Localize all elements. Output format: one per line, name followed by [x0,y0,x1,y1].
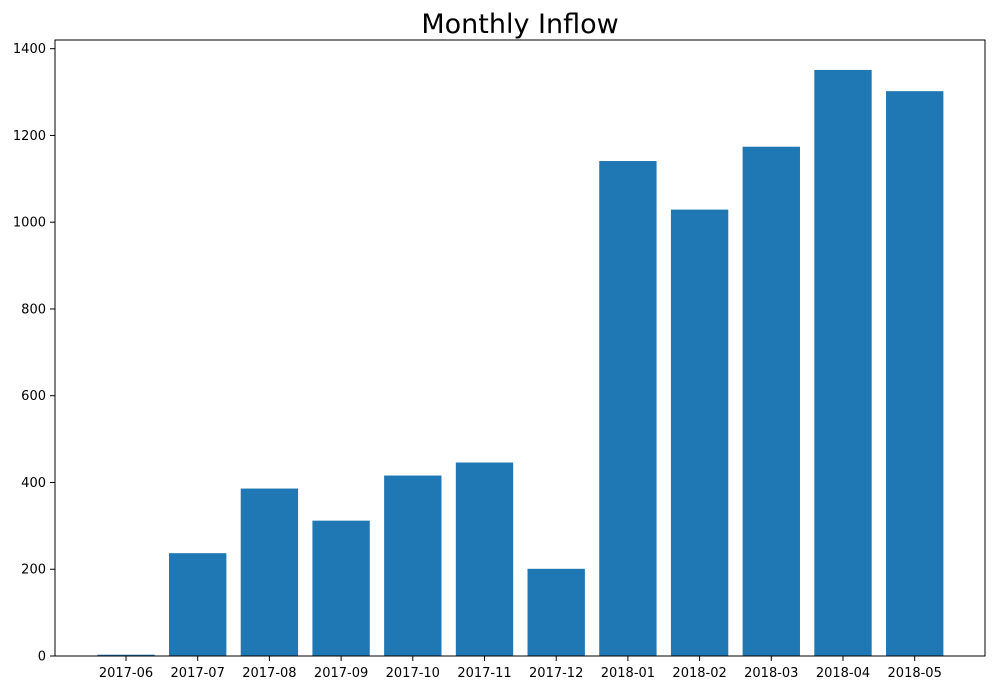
y-tick-label: 800 [21,302,46,317]
x-tick-label: 2017-12 [529,666,583,681]
x-tick-label: 2017-08 [242,666,296,681]
bar-2018-04 [814,69,872,657]
x-tick-label: 2018-05 [888,666,942,681]
bar-2017-11 [455,462,514,656]
bar-2018-01 [599,161,657,656]
y-tick-label: 400 [21,476,46,491]
x-tick-label: 2018-03 [744,666,798,681]
bar-2017-09 [312,520,370,656]
x-axis: 2017-06 2017-07 2017-08 2017-09 2017-10 2017-… [99,656,942,681]
x-tick-label: 2017-11 [457,666,511,681]
x-tick-label: 2017-07 [171,666,225,681]
y-tick-label: 1000 [13,216,46,231]
y-tick-label: 600 [21,389,46,404]
bar-2017-08 [240,488,299,656]
bar-2018-05 [886,91,944,656]
bars-group [97,69,944,657]
bar-2018-02 [670,209,729,656]
y-tick-label: 0 [38,650,46,665]
chart-title: Monthly Inflow [421,9,618,40]
bar-2018-03 [742,146,800,656]
x-tick-label: 2018-04 [816,666,870,681]
x-tick-label: 2017-09 [314,666,368,681]
y-tick-label: 200 [21,563,46,578]
y-axis: 0 200 400 600 800 1000 1200 1400 [13,42,55,665]
y-tick-label: 1400 [13,42,46,57]
x-tick-label: 2017-06 [99,666,153,681]
bar-2017-12 [527,568,585,656]
x-tick-label: 2018-02 [672,666,726,681]
x-tick-label: 2017-10 [386,666,440,681]
bar-2017-10 [384,475,442,656]
x-tick-label: 2018-01 [601,666,655,681]
bar-2017-06 [97,654,155,656]
bar-2017-07 [169,553,227,656]
plot-frame [54,39,986,657]
y-tick-label: 1200 [13,129,46,144]
